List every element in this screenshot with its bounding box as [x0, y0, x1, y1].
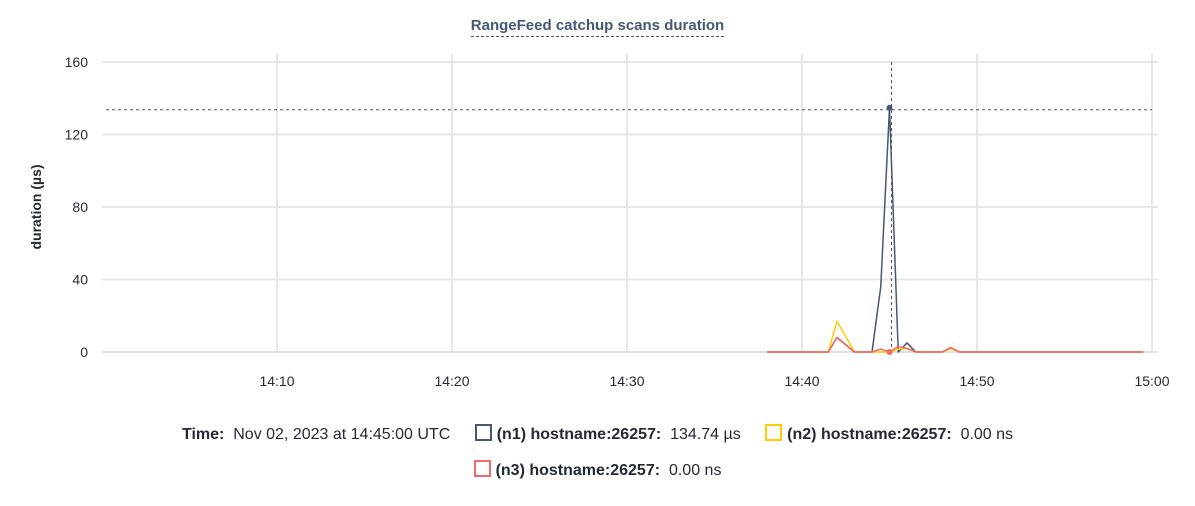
x-tick-label: 14:20 — [434, 373, 469, 389]
y-tick-label: 40 — [72, 272, 88, 288]
x-tick-label: 14:30 — [609, 373, 644, 389]
x-tick-label: 15:00 — [1134, 373, 1169, 389]
legend-value: 0.00 ns — [668, 462, 722, 479]
legend-item-n1: (n1) hostname:26257: 134.74 µs — [474, 424, 741, 444]
x-tick-label: 14:50 — [959, 373, 994, 389]
chart-title-wrap: RangeFeed catchup scans duration — [0, 17, 1195, 37]
y-tick-label: 160 — [65, 54, 89, 70]
series-line-n3 — [767, 336, 1144, 353]
y-tick-label: 120 — [65, 127, 89, 143]
time-value: Nov 02, 2023 at 14:45:00 UTC — [233, 426, 451, 443]
hover-point-n3 — [886, 349, 893, 355]
y-tick-label: 80 — [72, 199, 88, 215]
series-line-n2 — [767, 320, 1144, 353]
y-axis-label: duration (µs) — [28, 164, 44, 249]
legend-row-1: Time: Nov 02, 2023 at 14:45:00 UTC (n1) … — [0, 424, 1195, 444]
legend-swatch-n3 — [473, 460, 491, 477]
time-label: Time: — [181, 426, 225, 443]
x-tick-label: 14:40 — [784, 373, 819, 389]
legend-swatch-n1 — [474, 424, 492, 441]
chart-title[interactable]: RangeFeed catchup scans duration — [470, 17, 725, 37]
y-tick-label: 0 — [80, 344, 88, 360]
legend-name: (n1) hostname:26257: — [496, 426, 662, 443]
chart-plot[interactable]: 0 40 80 120 160 14:10 14:20 14:30 14:40 14:50 15:0… — [0, 0, 1195, 400]
legend-row-2: (n3) hostname:26257: 0.00 ns — [0, 460, 1195, 480]
legend-value: 0.00 ns — [960, 426, 1014, 443]
series-line-n1 — [767, 107, 1144, 353]
legend-item-n3: (n3) hostname:26257: 0.00 ns — [473, 460, 722, 480]
legend-name: (n2) hostname:26257: — [787, 426, 952, 443]
legend-swatch-n2 — [765, 424, 783, 441]
legend-name: (n3) hostname:26257: — [495, 462, 661, 479]
hover-point-n1 — [886, 104, 893, 111]
legend-value: 134.74 µs — [670, 426, 741, 443]
legend-item-n2: (n2) hostname:26257: 0.00 ns — [765, 424, 1013, 444]
x-tick-label: 14:10 — [259, 373, 294, 389]
